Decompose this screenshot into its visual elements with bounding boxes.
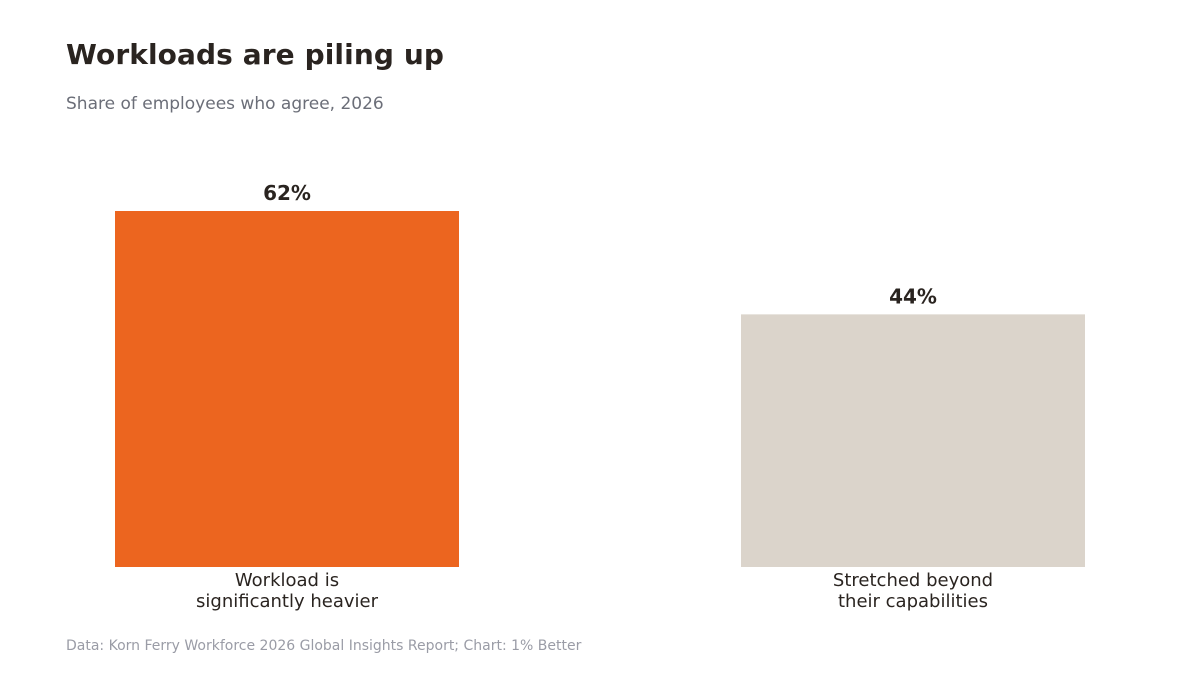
bar-value-label-2: 44%	[889, 284, 937, 308]
category-label-line: significantly heavier	[196, 591, 379, 612]
bar-value-label-1: 62%	[263, 181, 311, 205]
chart-subtitle: Share of employees who agree, 2026	[66, 94, 384, 114]
chart-title: Workloads are piling up	[66, 38, 445, 71]
bar-2	[741, 314, 1085, 567]
bar-1	[115, 211, 459, 567]
source-note: Data: Korn Ferry Workforce 2026 Global I…	[66, 638, 582, 654]
category-label-line: Workload is	[235, 570, 339, 591]
category-label-line: their capabilities	[838, 591, 988, 612]
category-label-2: Stretched beyond their capabilities	[833, 570, 993, 612]
category-label-line: Stretched beyond	[833, 570, 993, 591]
category-label-1: Workload is significantly heavier	[196, 570, 379, 612]
